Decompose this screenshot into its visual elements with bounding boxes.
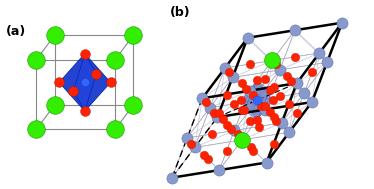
Point <box>235 133 241 136</box>
Point <box>294 112 300 115</box>
Point <box>284 74 290 77</box>
Point <box>262 78 268 81</box>
Point <box>250 93 256 96</box>
Point <box>262 104 268 107</box>
Polygon shape <box>242 80 273 120</box>
Point <box>316 51 322 54</box>
Point <box>199 97 205 100</box>
Point <box>277 95 283 98</box>
Point <box>254 79 260 82</box>
Point <box>192 146 198 149</box>
Polygon shape <box>73 54 96 111</box>
Point <box>277 68 283 71</box>
Point <box>169 176 175 179</box>
Point <box>286 102 292 105</box>
Point <box>279 121 285 124</box>
Point <box>309 101 315 104</box>
Point <box>130 104 136 107</box>
Point <box>33 58 39 61</box>
Point <box>224 93 230 96</box>
Point <box>222 67 228 70</box>
Point <box>112 58 118 61</box>
Point <box>286 131 292 134</box>
Point <box>230 76 236 79</box>
Point <box>226 70 232 73</box>
Point <box>82 81 88 84</box>
Point <box>273 63 279 66</box>
Point <box>52 34 58 37</box>
Point <box>224 150 230 153</box>
Point <box>112 128 118 131</box>
Point <box>232 102 237 105</box>
Point <box>70 89 76 92</box>
Point <box>250 150 256 153</box>
Point <box>184 136 190 139</box>
Point <box>93 73 99 76</box>
Point <box>203 101 209 104</box>
Point <box>292 55 298 58</box>
Point <box>56 81 62 84</box>
Point <box>209 133 215 136</box>
Point <box>232 129 237 132</box>
Point <box>216 169 222 172</box>
Point <box>82 110 88 113</box>
Point <box>301 91 307 94</box>
Point <box>324 61 330 64</box>
Point <box>270 99 276 102</box>
Point <box>269 59 275 62</box>
Point <box>52 104 58 107</box>
Point <box>246 119 252 122</box>
Point <box>267 110 273 113</box>
Point <box>220 118 226 121</box>
Point <box>239 99 245 102</box>
Point <box>271 116 277 119</box>
Polygon shape <box>59 54 111 111</box>
Point <box>216 112 222 115</box>
Point <box>243 87 249 90</box>
Point <box>254 99 260 102</box>
Point <box>258 104 264 107</box>
Point <box>339 21 345 24</box>
Point <box>241 108 247 112</box>
Point <box>245 36 251 39</box>
Point <box>309 70 315 73</box>
Point <box>205 157 211 160</box>
Point <box>262 108 268 111</box>
Point <box>264 161 270 164</box>
Point <box>239 138 245 141</box>
Point <box>271 85 277 88</box>
Point <box>214 116 220 119</box>
Point <box>188 142 194 145</box>
Point <box>254 99 260 102</box>
Point <box>224 123 230 126</box>
Polygon shape <box>244 80 270 120</box>
Point <box>33 128 39 131</box>
Point <box>201 153 207 156</box>
Point <box>211 112 217 115</box>
Point <box>239 108 245 111</box>
Point <box>273 119 279 122</box>
Point <box>248 146 254 149</box>
Point <box>254 119 260 122</box>
Point <box>228 127 234 130</box>
Point <box>130 34 136 37</box>
Point <box>246 63 252 66</box>
Point <box>294 82 300 85</box>
Text: (a): (a) <box>6 25 26 38</box>
Point <box>239 82 245 85</box>
Point <box>288 80 294 83</box>
Point <box>292 29 298 32</box>
Text: (b): (b) <box>170 6 191 19</box>
Point <box>239 138 245 141</box>
Point <box>267 89 273 92</box>
Point <box>256 125 262 128</box>
Point <box>269 59 275 62</box>
Point <box>207 106 213 109</box>
Point <box>246 89 252 92</box>
Point <box>82 52 88 55</box>
Point <box>271 142 277 145</box>
Point <box>108 81 114 84</box>
